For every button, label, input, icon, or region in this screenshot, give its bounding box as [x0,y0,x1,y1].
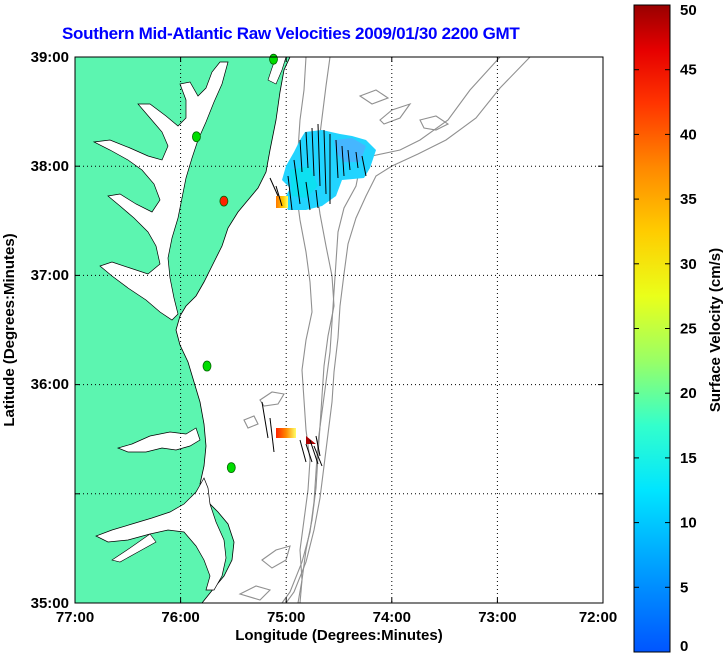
map-title: Southern Mid-Atlantic Raw Velocities 200… [62,24,520,43]
colorbar-tick-label: 0 [680,638,688,655]
chesapeake-bay [92,61,229,321]
x-axis-label: Longitude (Degrees:Minutes) [235,627,443,644]
pamlico-river [111,533,157,563]
lat-tick-label: 39:00 [31,49,69,66]
velocity-field-north-detail-2 [290,166,318,198]
lon-tick-label: 72:00 [579,609,617,626]
velocity-patch-north-hot [276,196,288,208]
lon-tick-label: 74:00 [373,609,411,626]
colorbar-tick-label: 30 [680,256,697,273]
lat-tick-label: 38:00 [31,158,69,175]
tick-marks [75,57,603,603]
land-mass [75,57,291,603]
velocity-vectors-north [269,123,367,211]
station-marker [219,195,229,207]
lon-tick-label: 77:00 [56,609,94,626]
colorbar [633,4,671,653]
colorbar-label: Surface Velocity (cm/s) [707,248,724,412]
colorbar-tick-label: 20 [680,385,697,402]
station-marker [269,53,278,65]
colorbar-tick-label: 50 [680,2,697,19]
colorbar-tick-label: 5 [680,579,688,596]
lon-tick-label: 76:00 [161,609,199,626]
velocity-vectors-south [261,401,323,467]
station-marker [226,462,236,473]
velocity-field-north-detail [334,138,366,162]
colorbar-tick-label: 15 [680,450,697,467]
colorbar-tick-label: 25 [680,321,697,338]
albemarle-sound [116,427,201,453]
lat-tick-label: 36:00 [31,376,69,393]
lon-tick-label: 75:00 [267,609,305,626]
plot-frame [74,56,604,604]
station-markers [192,53,278,473]
colorbar-tick-label: 40 [680,126,697,143]
velocity-patch-south-red [306,436,316,444]
bathymetry-contours [238,57,531,603]
delaware-bay [267,57,287,85]
colorbar-tick-label: 10 [680,515,697,532]
colorbar-tick-label: 35 [680,191,697,208]
pamlico-sound [95,477,227,591]
lat-tick-label: 37:00 [31,267,69,284]
colorbar-ticks: 0 5 10 15 20 25 30 35 40 45 50 [634,2,697,655]
y-axis-label: Latitude (Degrees:Minutes) [1,233,18,426]
colorbar-tick-label: 45 [680,62,697,79]
lon-tick-label: 73:00 [478,609,516,626]
station-marker [202,360,212,372]
station-marker [192,131,201,143]
velocity-patch-south [276,428,296,438]
lat-tick-label: 35:00 [31,595,69,612]
